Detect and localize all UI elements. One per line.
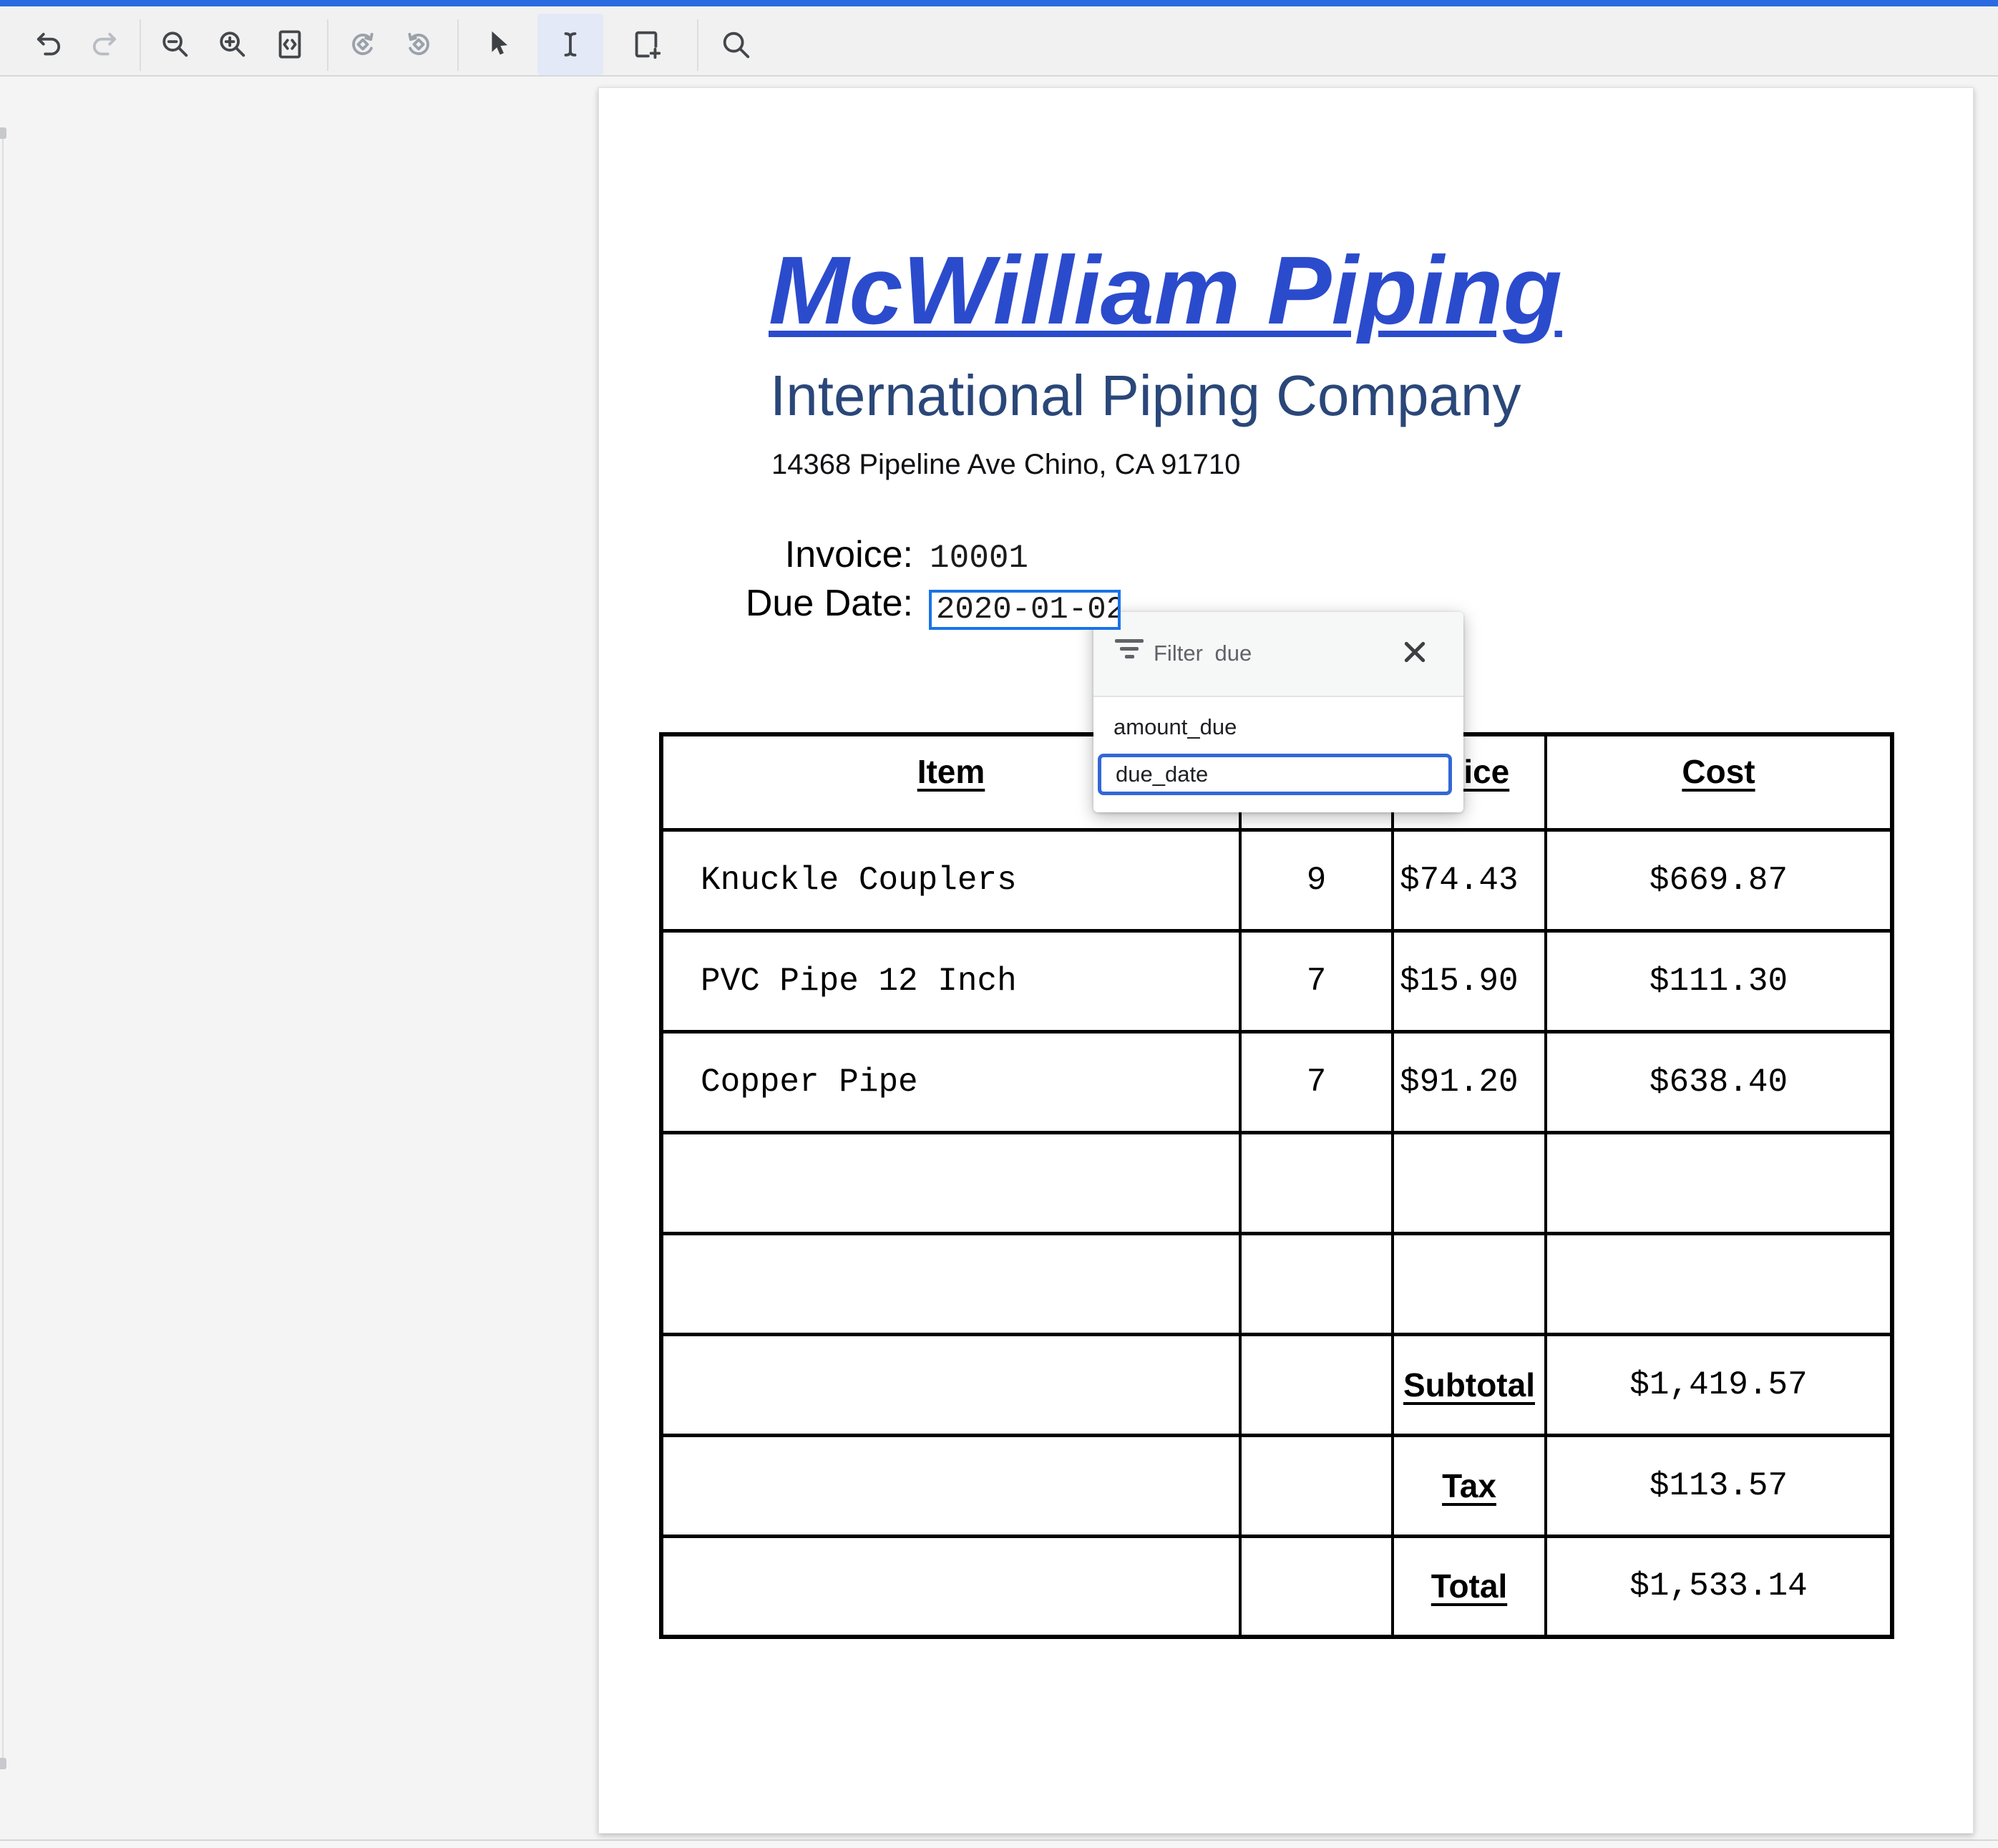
- qty-cell: 7: [1239, 1029, 1394, 1134]
- horizontal-scrollbar[interactable]: [0, 1839, 1998, 1848]
- new-region-tool-button[interactable]: [613, 14, 679, 75]
- filter-popup-title: Filter due: [1154, 641, 1252, 666]
- filter-option-amount-due[interactable]: amount_due: [1113, 714, 1237, 739]
- total-value: $1,533.14: [1544, 1534, 1894, 1639]
- total-row: Total $1,533.14: [660, 1534, 1894, 1639]
- filter-popup-header: Filter due: [1093, 612, 1463, 697]
- top-accent-bar: [0, 0, 1998, 6]
- undo-icon: [36, 32, 61, 56]
- qty-cell: 7: [1239, 928, 1394, 1034]
- tax-value: $113.57: [1544, 1433, 1894, 1538]
- subtotal-row: Subtotal $1,419.57: [660, 1332, 1894, 1437]
- table-row-empty: [660, 1231, 1894, 1336]
- tax-row: Tax $113.57: [660, 1433, 1894, 1538]
- header-cost: Cost: [1544, 732, 1894, 832]
- undo-button[interactable]: [16, 14, 82, 75]
- invoice-label: Invoice:: [784, 534, 913, 575]
- due-date-label: Due Date:: [745, 583, 913, 624]
- toolbar: [0, 6, 1998, 77]
- company-subtitle: International Piping Company: [770, 364, 1521, 427]
- filter-icon: [1113, 639, 1145, 668]
- qty-cell: [1239, 1130, 1394, 1235]
- price-cell: [1391, 1130, 1547, 1235]
- table-row-empty: [660, 1130, 1894, 1235]
- toolbar-separator: [327, 19, 328, 71]
- left-panel-handle-bottom[interactable]: [0, 1758, 6, 1769]
- search-icon: [723, 31, 750, 59]
- item-cell: PVC Pipe 12 Inch: [660, 928, 1242, 1034]
- pointer-tool-button[interactable]: [466, 14, 532, 75]
- toolbar-separator: [457, 19, 459, 71]
- invoice-number: 10001: [930, 540, 1029, 577]
- toolbar-separator: [697, 19, 698, 71]
- zoom-out-icon: [162, 31, 188, 57]
- new-region-icon: [635, 31, 661, 59]
- subtotal-label: Subtotal: [1391, 1332, 1547, 1437]
- price-cell: [1391, 1231, 1547, 1336]
- filter-popup: Filter due amount_due due_date: [1093, 612, 1463, 812]
- qty-cell: [1239, 1231, 1394, 1336]
- item-cell: Copper Pipe: [660, 1029, 1242, 1134]
- company-address: 14368 Pipeline Ave Chino, CA 91710: [771, 449, 1241, 480]
- cost-cell: [1544, 1130, 1894, 1235]
- redo-button[interactable]: [72, 14, 137, 75]
- filter-input[interactable]: due_date: [1098, 754, 1452, 795]
- left-panel-handle[interactable]: [0, 127, 6, 139]
- pointer-icon: [492, 31, 508, 55]
- text-cursor-icon: [564, 32, 577, 57]
- qty-cell: 9: [1239, 827, 1394, 933]
- redo-icon: [92, 32, 117, 56]
- due-date-input[interactable]: 2020-01-02: [929, 590, 1121, 630]
- left-panel-divider: [2, 136, 4, 1762]
- rotate-left-button[interactable]: [330, 14, 396, 75]
- cost-cell: $669.87: [1544, 827, 1894, 933]
- rotate-right-button[interactable]: [386, 14, 452, 75]
- rotate-left-icon: [352, 32, 374, 55]
- item-cell: [660, 1130, 1242, 1235]
- close-icon[interactable]: [1400, 638, 1429, 666]
- subtotal-value: $1,419.57: [1544, 1332, 1894, 1437]
- rotate-right-icon: [408, 32, 429, 55]
- invoice-number-row: Invoice: 10001: [671, 533, 1028, 577]
- cost-cell: $111.30: [1544, 928, 1894, 1034]
- table-row: PVC Pipe 12 Inch 7 $15.90 $111.30: [660, 928, 1894, 1034]
- invoice-table: Item Price Cost Knuckle Couplers 9 $74.4…: [659, 732, 1894, 1639]
- price-cell: $91.20: [1391, 1029, 1547, 1134]
- fit-frame-icon: [278, 30, 301, 59]
- text-cursor-tool-button[interactable]: [537, 14, 603, 75]
- cost-cell: $638.40: [1544, 1029, 1894, 1134]
- item-cell: Knuckle Couplers: [660, 827, 1242, 933]
- price-cell: $74.43: [1391, 827, 1547, 933]
- cost-cell: [1544, 1231, 1894, 1336]
- zoom-in-icon: [220, 31, 245, 57]
- table-row: Knuckle Couplers 9 $74.43 $669.87: [660, 827, 1894, 933]
- table-row: Copper Pipe 7 $91.20 $638.40: [660, 1029, 1894, 1134]
- document-page: McWilliam Piping International Piping Co…: [598, 87, 1974, 1834]
- total-label: Total: [1391, 1534, 1547, 1639]
- search-button[interactable]: [703, 14, 769, 75]
- zoom-in-button[interactable]: [200, 14, 265, 75]
- toolbar-separator: [140, 19, 141, 71]
- zoom-out-button[interactable]: [142, 14, 208, 75]
- tax-label: Tax: [1391, 1433, 1547, 1538]
- price-cell: $15.90: [1391, 928, 1547, 1034]
- company-title: McWilliam Piping: [769, 236, 1562, 344]
- due-date-row: Due Date:: [671, 582, 913, 625]
- item-cell: [660, 1231, 1242, 1336]
- fit-frame-button[interactable]: [257, 14, 323, 75]
